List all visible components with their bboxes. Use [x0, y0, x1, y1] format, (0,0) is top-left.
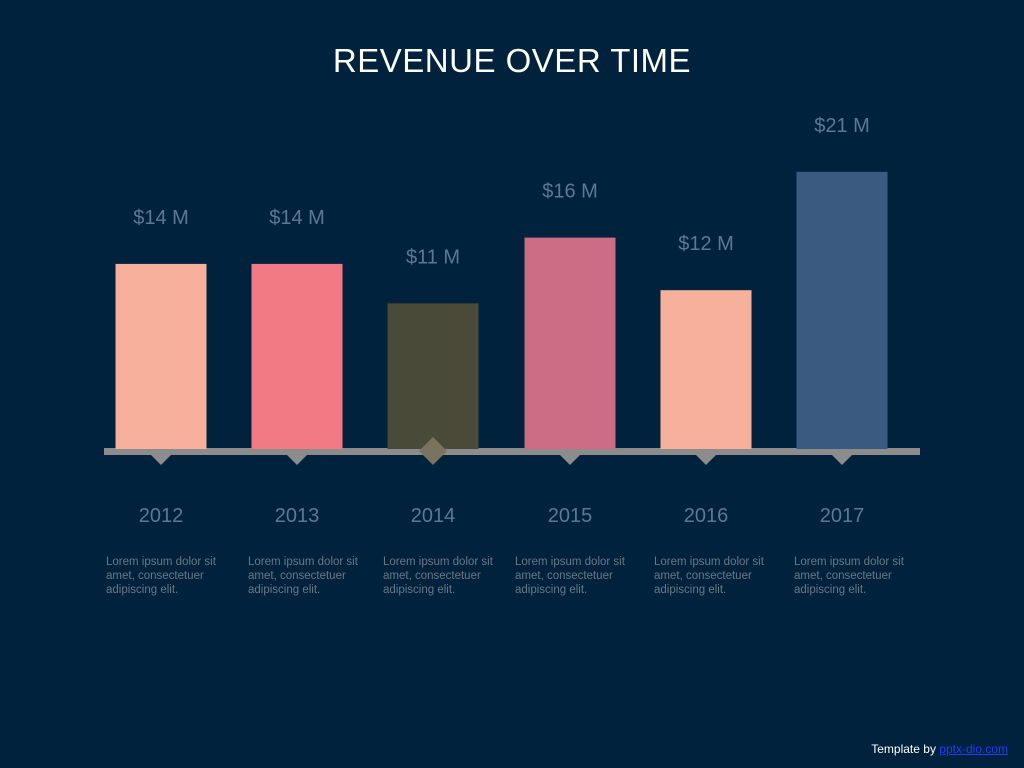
- description-2017: Lorem ipsum dolor sit amet, consectetuer…: [794, 556, 904, 596]
- year-label-2015: 2015: [548, 505, 593, 527]
- description-2016: Lorem ipsum dolor sit amet, consectetuer…: [654, 556, 764, 596]
- bar-2015: [524, 237, 616, 449]
- timeline-marker-2013: [283, 451, 311, 465]
- description-2015: Lorem ipsum dolor sit amet, consectetuer…: [515, 556, 625, 596]
- bar-2017: [796, 171, 888, 449]
- year-label-2017: 2017: [820, 505, 865, 527]
- timeline-marker-2012: [147, 451, 175, 465]
- description-2014: Lorem ipsum dolor sit amet, consectetuer…: [383, 556, 493, 596]
- footer: Template by pptx-dio.com: [871, 742, 1008, 756]
- year-label-2014: 2014: [411, 505, 456, 527]
- bar-2016: [660, 290, 752, 449]
- timeline-marker-2016: [692, 451, 720, 465]
- data-label-2016: $12 M: [678, 233, 734, 255]
- footer-link[interactable]: pptx-dio.com: [939, 742, 1008, 756]
- timeline-marker-2015: [556, 451, 584, 465]
- data-label-2017: $21 M: [814, 115, 870, 137]
- data-label-2013: $14 M: [269, 207, 325, 229]
- bar-2014: [387, 303, 479, 449]
- timeline-marker-2014: [419, 437, 447, 465]
- bar-2013: [251, 263, 343, 449]
- data-label-2012: $14 M: [133, 207, 189, 229]
- bar-2012: [115, 263, 207, 449]
- year-label-2016: 2016: [684, 505, 729, 527]
- year-label-2013: 2013: [275, 505, 320, 527]
- data-label-2015: $16 M: [542, 181, 598, 203]
- footer-text: Template by: [871, 742, 936, 756]
- year-label-2012: 2012: [139, 505, 184, 527]
- description-2012: Lorem ipsum dolor sit amet, consectetuer…: [106, 556, 216, 596]
- chart-title: REVENUE OVER TIME: [332, 42, 692, 79]
- description-2013: Lorem ipsum dolor sit amet, consectetuer…: [248, 556, 358, 596]
- timeline-baseline: [104, 448, 920, 455]
- timeline-marker-2017: [828, 451, 856, 465]
- data-label-2014: $11 M: [406, 246, 460, 268]
